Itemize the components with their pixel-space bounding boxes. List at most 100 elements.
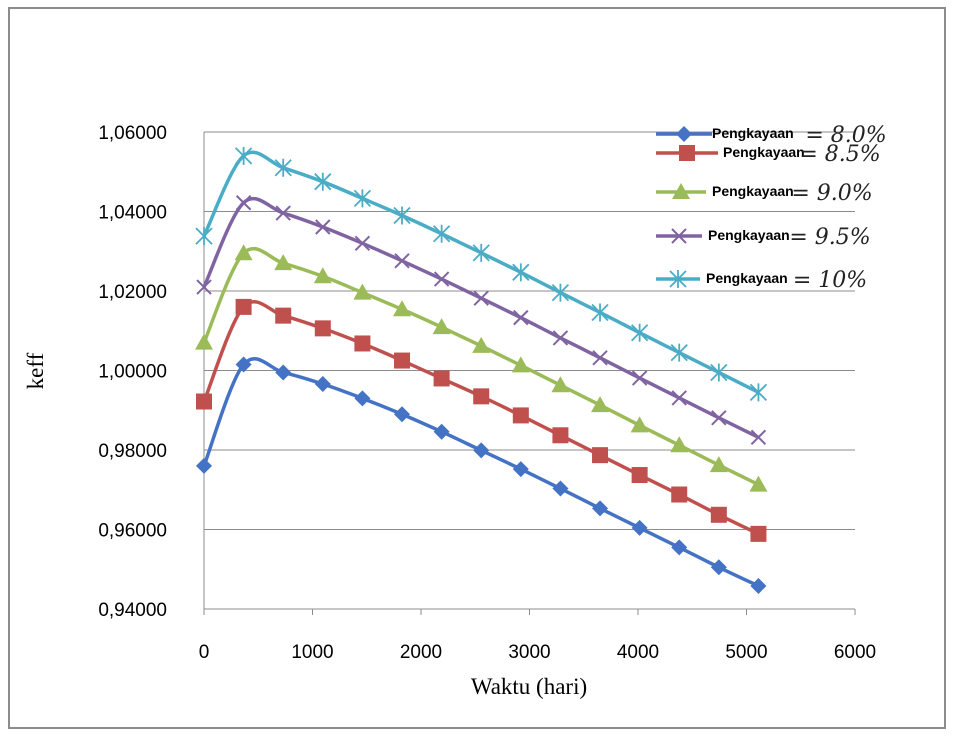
data-point: [512, 461, 529, 478]
data-point: [393, 206, 411, 225]
data-point: [552, 330, 569, 346]
data-point: [313, 267, 332, 284]
data-point: [472, 243, 490, 262]
data-point: [591, 396, 610, 413]
y-tick-label: 0,98000: [98, 441, 167, 462]
data-point: [513, 309, 529, 326]
legend-marker: [679, 145, 695, 161]
legend-item: Pengkayaan = 9.5%: [656, 225, 871, 250]
data-point: [750, 577, 767, 594]
data-point: [234, 146, 253, 165]
data-point: [671, 539, 688, 556]
data-point: [432, 224, 451, 243]
data-point: [473, 442, 490, 459]
data-point: [275, 307, 292, 324]
legend-marker: [672, 183, 690, 199]
legend-marker: [676, 126, 692, 142]
data-point: [630, 323, 649, 342]
data-point: [432, 318, 451, 335]
data-point: [749, 383, 768, 402]
data-point: [750, 525, 767, 542]
data-point: [551, 283, 570, 302]
axes: [203, 132, 856, 615]
data-point: [196, 279, 212, 295]
y-tick-label: 0,94000: [98, 600, 167, 621]
data-point: [274, 158, 292, 177]
data-point: [473, 290, 489, 306]
legend-label: Pengkayaan: [712, 125, 794, 141]
data-point: [671, 390, 687, 406]
data-point: [274, 254, 293, 271]
legend-marker: [669, 270, 687, 288]
data-point: [196, 457, 212, 474]
legend-label: Pengkayaan: [723, 144, 805, 160]
legend: Pengkayaan = 8.0%Pengkayaan= 8.5%Pengkaya…: [656, 123, 887, 293]
series-5: [195, 146, 768, 402]
data-point: [512, 263, 530, 282]
legend-value: = 9.5%: [789, 225, 870, 250]
legend-marker: [671, 228, 687, 244]
tick-labels: 0,94000 0,96000 0,98000 1,00000 1,02000 1,040…: [98, 123, 876, 663]
y-tick-label: 1,00000: [98, 362, 167, 383]
data-point: [670, 436, 689, 453]
data-point: [670, 343, 688, 362]
series-group: [195, 146, 768, 594]
series-2: [196, 298, 767, 542]
data-point: [711, 410, 727, 426]
legend-value: = 8.5%: [799, 142, 880, 167]
data-point: [353, 283, 372, 300]
data-point: [631, 370, 648, 386]
legend-item: Pengkayaan= 8.5%: [656, 142, 881, 167]
data-point: [473, 388, 490, 405]
y-tick-label: 0,96000: [98, 521, 167, 542]
legend-value: = 10%: [793, 268, 867, 293]
data-point: [433, 423, 450, 440]
x-tick-label: 4000: [617, 642, 659, 663]
data-point: [433, 370, 450, 387]
legend-label: Pengkayaan: [708, 227, 790, 243]
data-point: [195, 333, 213, 350]
data-point: [552, 427, 569, 444]
data-point: [353, 189, 372, 208]
data-point: [710, 506, 727, 523]
legend-value: = 8.0%: [805, 123, 886, 148]
data-point: [630, 416, 649, 433]
y-tick-label: 1,02000: [98, 282, 167, 303]
data-point: [631, 467, 648, 484]
legend-item: Pengkayaan = 10%: [656, 268, 867, 293]
data-point: [195, 227, 213, 246]
data-point: [394, 253, 410, 269]
legend-value: = 9.0%: [791, 181, 872, 206]
data-point: [551, 376, 570, 393]
data-point: [275, 205, 291, 221]
data-point: [710, 363, 728, 382]
data-point: [196, 393, 212, 410]
data-point: [472, 336, 491, 353]
data-point: [354, 390, 371, 407]
data-point: [552, 480, 569, 497]
data-point: [709, 456, 728, 473]
data-point: [591, 303, 609, 322]
data-point: [511, 356, 530, 373]
data-point: [235, 356, 252, 373]
data-point: [710, 559, 727, 576]
legend-item: Pengkayaan = 8.0%: [656, 123, 887, 148]
legend-label: Pengkayaan: [712, 183, 794, 199]
data-point: [354, 235, 371, 252]
data-point: [275, 364, 292, 381]
x-tick-label: 5000: [725, 642, 767, 663]
series-3: [195, 244, 768, 492]
data-point: [433, 271, 450, 287]
x-tick-label: 3000: [508, 642, 550, 663]
series-1: [196, 356, 767, 594]
data-point: [631, 519, 648, 536]
x-tick-label: 1000: [291, 642, 333, 663]
data-point: [592, 350, 608, 366]
x-axis-title: Waktu (hari): [471, 674, 587, 699]
data-point: [235, 298, 252, 315]
data-point: [592, 447, 609, 464]
y-tick-label: 1,04000: [98, 203, 167, 224]
data-point: [314, 320, 331, 337]
data-point: [394, 406, 411, 423]
